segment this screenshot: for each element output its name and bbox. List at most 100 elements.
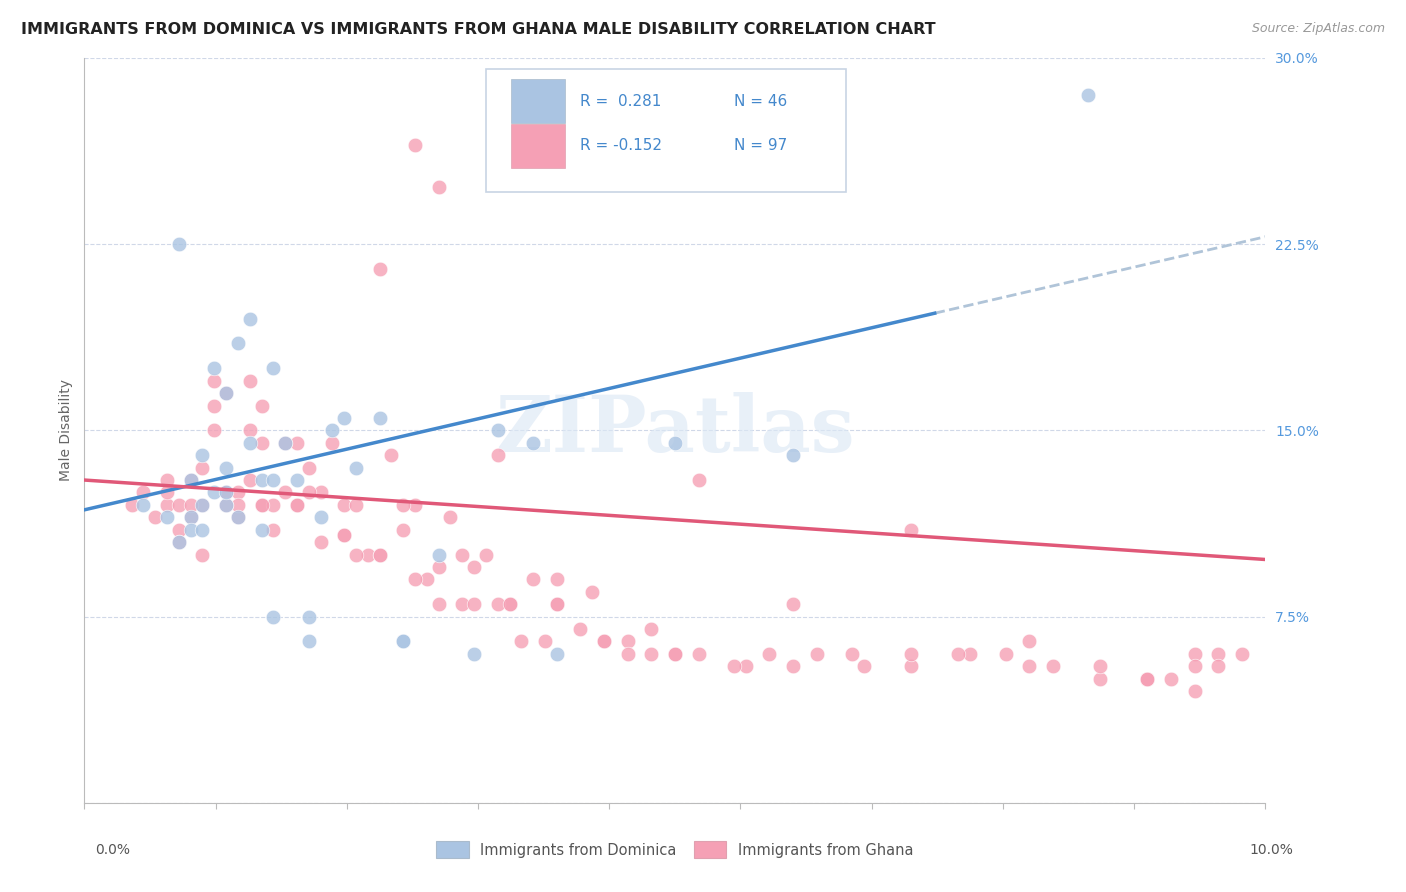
Point xyxy=(321,435,343,450)
Point xyxy=(215,498,238,512)
Point xyxy=(250,523,273,537)
Point xyxy=(298,609,321,624)
Point xyxy=(664,435,686,450)
Point xyxy=(357,548,380,562)
Point xyxy=(806,647,828,661)
Point xyxy=(1184,647,1206,661)
Text: 0.0%: 0.0% xyxy=(96,843,131,857)
Point xyxy=(534,634,557,648)
Point xyxy=(156,510,179,524)
FancyBboxPatch shape xyxy=(510,79,565,123)
Point xyxy=(581,584,603,599)
Point xyxy=(1184,659,1206,673)
Point xyxy=(167,523,190,537)
Point xyxy=(1184,684,1206,698)
Point xyxy=(215,386,238,401)
Text: R =  0.281: R = 0.281 xyxy=(581,94,662,109)
Point xyxy=(202,485,225,500)
Point xyxy=(121,498,143,512)
Point xyxy=(285,498,308,512)
Point xyxy=(392,634,415,648)
Point xyxy=(239,374,262,388)
Point xyxy=(262,498,284,512)
Text: 10.0%: 10.0% xyxy=(1250,843,1294,857)
Point xyxy=(274,435,297,450)
Point xyxy=(191,523,214,537)
Point xyxy=(344,460,367,475)
Point xyxy=(298,634,321,648)
Point xyxy=(262,361,284,376)
Point xyxy=(239,423,262,437)
Point xyxy=(852,659,875,673)
Point xyxy=(250,498,273,512)
Point xyxy=(475,548,498,562)
Point xyxy=(226,498,249,512)
Point xyxy=(1042,659,1064,673)
Point xyxy=(333,411,356,425)
Point xyxy=(392,634,415,648)
Point xyxy=(427,548,450,562)
Point xyxy=(309,535,332,549)
Point xyxy=(758,647,780,661)
Point xyxy=(392,523,415,537)
Point xyxy=(132,498,155,512)
Point xyxy=(226,485,249,500)
Point xyxy=(593,634,616,648)
Point xyxy=(180,498,202,512)
Point xyxy=(191,498,214,512)
Point xyxy=(1136,672,1159,686)
Point xyxy=(451,548,474,562)
Point xyxy=(202,361,225,376)
Point xyxy=(191,460,214,475)
Point xyxy=(250,498,273,512)
Point xyxy=(156,498,179,512)
Point xyxy=(250,435,273,450)
Point xyxy=(274,485,297,500)
Point xyxy=(688,473,710,487)
Point xyxy=(333,527,356,541)
Point xyxy=(285,498,308,512)
Point xyxy=(782,597,804,611)
Point xyxy=(948,647,970,661)
Point xyxy=(900,647,922,661)
Point xyxy=(215,460,238,475)
Point xyxy=(143,510,166,524)
Point xyxy=(782,448,804,462)
Point xyxy=(498,597,520,611)
Point xyxy=(392,498,415,512)
Point xyxy=(1136,672,1159,686)
Point xyxy=(333,527,356,541)
Point xyxy=(664,647,686,661)
Point xyxy=(180,523,202,537)
Point xyxy=(180,510,202,524)
Point xyxy=(274,435,297,450)
Point xyxy=(344,498,367,512)
Text: N = 46: N = 46 xyxy=(734,94,787,109)
Point xyxy=(215,485,238,500)
Point xyxy=(522,435,544,450)
Text: N = 97: N = 97 xyxy=(734,138,787,153)
Point xyxy=(486,597,509,611)
Point xyxy=(215,485,238,500)
Point xyxy=(640,647,662,661)
Point xyxy=(167,237,190,252)
Point xyxy=(215,386,238,401)
Point xyxy=(226,510,249,524)
Point xyxy=(1136,672,1159,686)
Point xyxy=(285,435,308,450)
Point xyxy=(262,473,284,487)
Point xyxy=(486,448,509,462)
Point xyxy=(404,137,426,152)
Point xyxy=(368,548,391,562)
Point xyxy=(191,548,214,562)
Point xyxy=(782,659,804,673)
Point xyxy=(239,311,262,326)
Point xyxy=(664,647,686,661)
Point xyxy=(427,180,450,194)
Text: Source: ZipAtlas.com: Source: ZipAtlas.com xyxy=(1251,22,1385,36)
FancyBboxPatch shape xyxy=(510,124,565,168)
Point xyxy=(309,485,332,500)
Point xyxy=(959,647,981,661)
Point xyxy=(640,622,662,636)
Point xyxy=(427,597,450,611)
